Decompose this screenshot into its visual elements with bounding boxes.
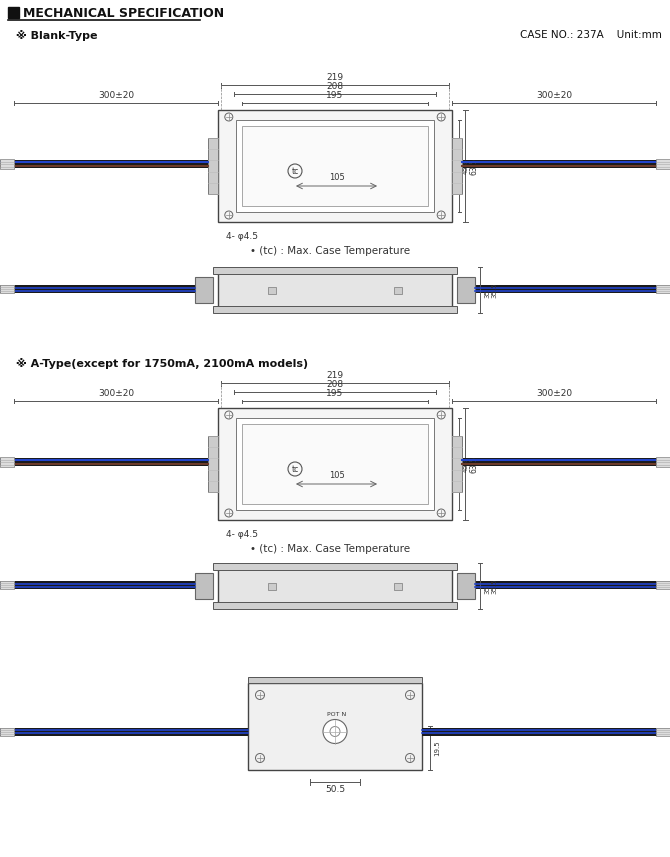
Text: 35
35.5: 35 35.5 xyxy=(484,578,497,594)
Bar xyxy=(213,563,457,570)
Bar xyxy=(195,278,213,303)
Bar xyxy=(218,408,452,520)
Bar xyxy=(394,583,402,590)
Text: 219: 219 xyxy=(326,371,344,380)
Text: • (tc) : Max. Case Temperature: • (tc) : Max. Case Temperature xyxy=(250,246,410,256)
Text: 105: 105 xyxy=(328,173,344,182)
Bar xyxy=(475,285,670,293)
Bar xyxy=(475,581,670,589)
Circle shape xyxy=(323,720,347,744)
Bar xyxy=(268,286,276,293)
Text: 300±20: 300±20 xyxy=(536,91,572,100)
Bar xyxy=(195,573,213,598)
Bar xyxy=(656,159,670,169)
Bar xyxy=(242,126,428,206)
Bar xyxy=(0,159,14,169)
Text: 35
35.5: 35 35.5 xyxy=(484,282,497,297)
Bar xyxy=(0,285,14,293)
Bar xyxy=(248,683,422,770)
Bar xyxy=(213,602,457,609)
Bar xyxy=(0,728,248,735)
Bar xyxy=(0,458,208,466)
Text: 300±20: 300±20 xyxy=(98,389,134,398)
Bar xyxy=(213,267,457,274)
Bar xyxy=(208,436,218,492)
Bar xyxy=(457,278,475,303)
Bar xyxy=(208,138,218,194)
Text: MECHANICAL SPECIFICATION: MECHANICAL SPECIFICATION xyxy=(23,7,224,20)
Text: 4- φ4.5: 4- φ4.5 xyxy=(226,530,258,539)
Bar xyxy=(0,581,14,589)
Text: 4- φ4.5: 4- φ4.5 xyxy=(226,232,258,241)
Bar xyxy=(0,457,14,467)
Bar xyxy=(394,286,402,293)
Bar xyxy=(452,138,462,194)
Text: 105: 105 xyxy=(328,471,344,480)
Bar xyxy=(218,110,452,222)
Bar xyxy=(457,573,475,598)
Bar xyxy=(656,581,670,589)
Text: • (tc) : Max. Case Temperature: • (tc) : Max. Case Temperature xyxy=(250,544,410,554)
Bar xyxy=(462,458,670,466)
Bar xyxy=(462,160,670,168)
Text: 63.5: 63.5 xyxy=(470,158,478,175)
Bar xyxy=(0,285,195,293)
Text: 219: 219 xyxy=(326,73,344,82)
Text: 208: 208 xyxy=(326,380,344,389)
Bar xyxy=(452,436,462,492)
Bar xyxy=(656,728,670,735)
Bar xyxy=(656,457,670,467)
Bar xyxy=(8,7,19,18)
Bar xyxy=(213,306,457,313)
Text: tc: tc xyxy=(291,465,299,474)
Text: 63.5: 63.5 xyxy=(470,456,478,472)
Text: 195: 195 xyxy=(326,389,344,398)
Text: 195: 195 xyxy=(326,91,344,100)
Text: CASE NO.: 237A    Unit:mm: CASE NO.: 237A Unit:mm xyxy=(520,30,662,40)
Text: 45.8: 45.8 xyxy=(462,456,468,471)
Bar xyxy=(248,677,422,683)
Text: 208: 208 xyxy=(326,82,344,91)
Text: 45.8: 45.8 xyxy=(462,159,468,174)
Text: 300±20: 300±20 xyxy=(98,91,134,100)
Bar xyxy=(242,424,428,504)
Bar xyxy=(0,160,208,168)
Text: ※ Blank-Type: ※ Blank-Type xyxy=(16,30,98,41)
Bar xyxy=(268,583,276,590)
Text: 50.5: 50.5 xyxy=(325,785,345,794)
Bar xyxy=(236,120,434,212)
Bar xyxy=(218,568,452,604)
Text: 19.5: 19.5 xyxy=(434,740,440,756)
Text: tc: tc xyxy=(291,167,299,176)
Text: ※ A-Type(except for 1750mA, 2100mA models): ※ A-Type(except for 1750mA, 2100mA model… xyxy=(16,358,308,369)
Bar xyxy=(422,728,670,735)
Bar xyxy=(236,418,434,510)
Bar xyxy=(656,285,670,293)
Bar xyxy=(0,728,14,735)
Text: POT N: POT N xyxy=(328,711,346,716)
Text: 300±20: 300±20 xyxy=(536,389,572,398)
Bar xyxy=(218,272,452,308)
Bar xyxy=(0,581,195,589)
